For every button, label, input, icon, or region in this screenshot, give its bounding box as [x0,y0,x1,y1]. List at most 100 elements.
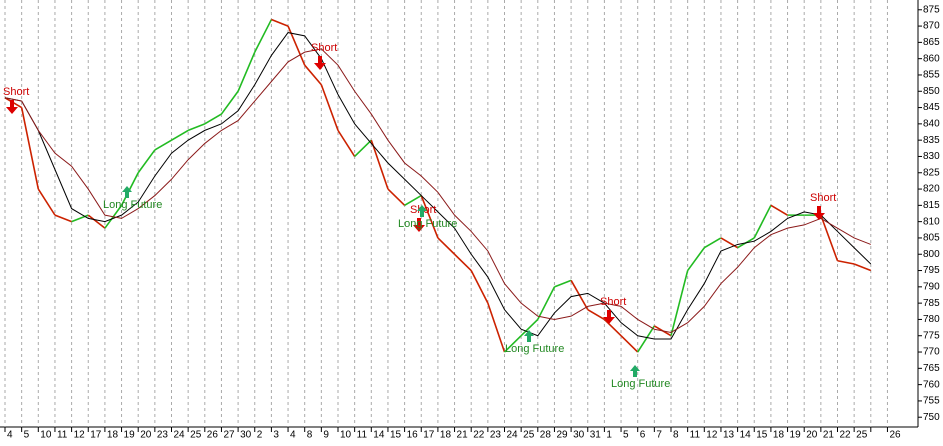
y-tick-label: 825 [923,167,940,178]
y-tick-label: 795 [923,265,940,276]
annotation: Short [311,42,337,54]
y-tick-label: 770 [923,347,940,358]
annotation: Long Future [611,378,670,390]
moving-average [4,48,871,334]
y-tick-label: 820 [923,184,940,195]
moving-average [4,32,872,340]
price-segment [354,139,372,158]
x-tick-label: 11 [57,430,68,441]
y-tick-label: 840 [923,119,940,130]
x-tick-label: 15 [390,430,402,441]
price-segment [687,247,705,272]
long-arrow [630,365,640,377]
x-tick-label: 21 [823,430,835,441]
price-segment [254,19,273,53]
price-segment [587,308,605,321]
annotation: Short [3,86,29,98]
x-tick-label: 25 [190,430,202,441]
x-tick-label: 24 [174,430,186,441]
x-tick-label: 22 [473,430,485,441]
price-segment [554,279,572,288]
y-tick-label: 800 [923,249,940,260]
x-tick-label: 15 [756,430,768,441]
x-tick-label: 21 [457,430,469,441]
price-segment [171,129,189,141]
price-segment [720,237,739,249]
x-tick-label: 12 [74,430,86,441]
y-tick-label: 785 [923,298,940,309]
price-segment [187,123,206,132]
price-segment [120,172,139,206]
x-tick-label: 30 [240,430,252,441]
x-tick-label: 3 [273,430,279,441]
x-tick-label: 1 [606,430,612,441]
x-tick-label: 20 [140,430,152,441]
y-tick-label: 870 [923,21,940,32]
x-tick-label: 9 [323,430,329,441]
y-tick-label: 780 [923,314,940,325]
y-tick-label: 765 [923,363,940,374]
price-segment [237,51,256,92]
x-tick-label: 4 [7,430,13,441]
price-segment [87,214,106,229]
y-tick-label: 815 [923,200,940,211]
x-tick-label: 16 [407,430,419,441]
long-arrow [417,205,427,217]
x-tick-label: 8 [673,430,679,441]
short-arrow [314,56,326,70]
y-tick-label: 845 [923,102,940,113]
price-segment [453,253,472,272]
x-tick-label: 24 [507,430,519,441]
x-tick-label: 4 [290,430,296,441]
price-segment [387,188,406,206]
annotation: Long Future [103,199,162,211]
x-tick-label: 29 [556,430,568,441]
price-segment [620,335,639,353]
price-segment [503,335,522,353]
price-segment [537,286,556,320]
price-segment [487,302,506,353]
price-segment [670,270,689,336]
x-tick-label: 14 [373,430,385,441]
price-segment [220,90,239,115]
x-tick-label: 18 [440,430,452,441]
y-tick-label: 835 [923,135,940,146]
x-tick-label: 23 [490,430,502,441]
x-tick-label: 5 [24,430,30,441]
x-tick-label: 30 [573,430,585,441]
x-tick-label: 22 [840,430,852,441]
price-segment [37,188,56,216]
x-tick-label: 18 [773,430,785,441]
x-tick-label: 13 [723,430,735,441]
short-arrow [413,218,425,232]
y-tick-label: 775 [923,330,940,341]
x-tick-label: 27 [223,430,235,441]
x-tick-label: 17 [423,430,435,441]
y-tick-label: 875 [923,4,940,15]
x-tick-label: 19 [790,430,802,441]
short-arrow [813,206,825,220]
x-tick-label: 19 [124,430,136,441]
x-tick-label: 31 [590,430,602,441]
x-tick-label: 7 [656,430,662,441]
x-tick-label: 25 [523,430,535,441]
x-tick-label: 10 [40,430,52,441]
annotation: Long Future [398,218,457,230]
y-tick-label: 830 [923,151,940,162]
price-segment [603,318,622,337]
x-tick-label: 17 [90,430,102,441]
short-arrow [6,100,18,114]
x-tick-label: 28 [540,430,552,441]
price-segment [753,204,772,239]
price-segment [404,194,422,207]
price-segment [204,113,222,125]
x-tick-label: 23 [157,430,169,441]
price-segment [287,25,306,66]
price-segment [637,325,656,353]
y-tick-label: 750 [923,412,940,423]
x-tick-label: 11 [357,430,368,441]
price-segment [837,259,855,265]
price-segment [320,84,339,131]
y-tick-label: 760 [923,379,940,390]
price-segment [54,214,72,223]
